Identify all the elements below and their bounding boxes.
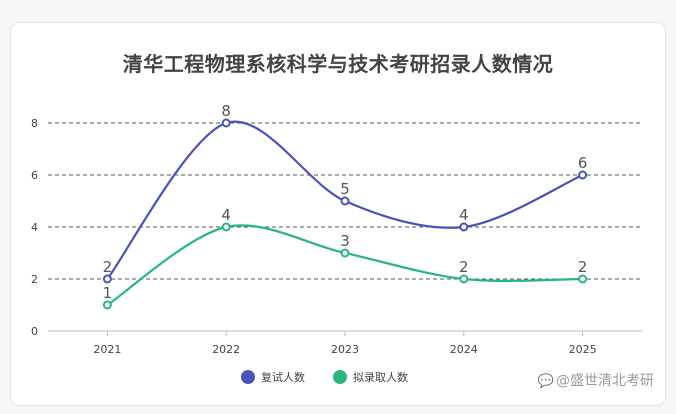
x-tick-label: 2022 xyxy=(212,343,240,356)
data-point xyxy=(340,196,350,206)
data-label: 2 xyxy=(578,258,588,276)
y-tick-label: 6 xyxy=(31,169,38,182)
y-tick-label: 0 xyxy=(31,325,38,338)
data-label: 3 xyxy=(340,232,350,250)
watermark-text: @盛世清北考研 xyxy=(556,373,654,389)
x-tick-label: 2024 xyxy=(450,343,478,356)
data-label: 8 xyxy=(221,102,231,120)
y-tick-label: 2 xyxy=(31,273,38,286)
chart-card xyxy=(10,22,666,406)
data-point xyxy=(221,118,231,128)
data-point xyxy=(578,170,588,180)
data-label: 2 xyxy=(103,258,113,276)
legend-marker xyxy=(241,370,255,384)
data-label: 5 xyxy=(340,180,350,198)
legend-label: 复试人数 xyxy=(261,370,305,384)
x-tick-label: 2021 xyxy=(93,343,121,356)
data-point xyxy=(102,300,112,310)
chart-title: 清华工程物理系核科学与技术考研招录人数情况 xyxy=(122,52,554,76)
data-point xyxy=(102,274,112,284)
chat-bubble-icon: 💬 xyxy=(537,374,554,389)
data-label: 4 xyxy=(459,206,469,224)
data-label: 2 xyxy=(459,258,469,276)
data-point xyxy=(340,248,350,258)
data-point xyxy=(221,222,231,232)
watermark: 💬 @盛世清北考研 xyxy=(538,370,654,390)
data-label: 4 xyxy=(221,206,231,224)
x-tick-label: 2025 xyxy=(569,343,597,356)
legend-marker xyxy=(333,370,347,384)
data-label: 6 xyxy=(578,154,588,172)
y-tick-label: 4 xyxy=(31,221,38,234)
data-point xyxy=(459,222,469,232)
y-tick-label: 8 xyxy=(31,117,38,130)
legend-label: 拟录取人数 xyxy=(353,370,408,384)
data-point xyxy=(459,274,469,284)
data-label: 1 xyxy=(103,284,113,302)
data-point xyxy=(578,274,588,284)
series-line-0 xyxy=(106,120,584,280)
x-tick-label: 2023 xyxy=(331,343,359,356)
